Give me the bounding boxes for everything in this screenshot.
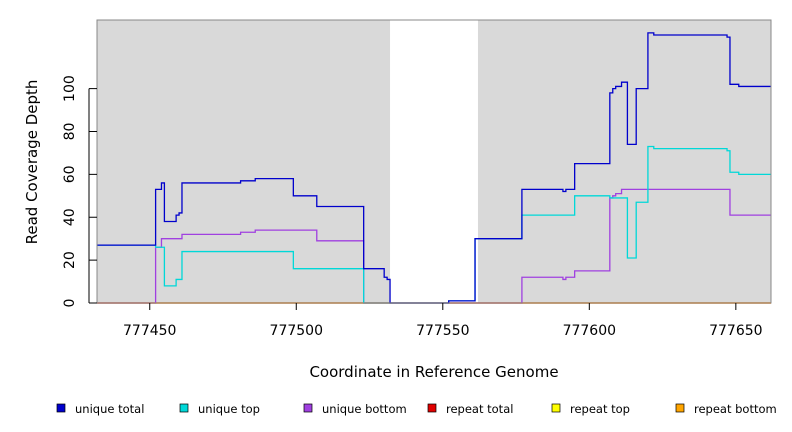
x-tick-label: 777500 (270, 323, 323, 339)
legend-swatch-unique-bottom (303, 403, 313, 413)
uncovered-region-highlight (390, 20, 478, 303)
legend-swatch-unique-total (56, 403, 66, 413)
legend-swatch-repeat-bottom (675, 403, 685, 413)
legend-label-unique-bottom: unique bottom (322, 402, 407, 416)
y-tick-label: 40 (62, 208, 78, 226)
plot-border (96, 19, 772, 304)
legend-label-unique-total: unique total (75, 402, 144, 416)
legend-swatch-repeat-top (551, 403, 561, 413)
x-tick-label: 777450 (123, 323, 176, 339)
legend-label-repeat-total: repeat total (446, 402, 513, 416)
legend: unique total unique top unique bottom repea… (56, 402, 777, 416)
x-axis-title: Coordinate in Reference Genome (309, 363, 558, 381)
legend-swatch-unique-top (179, 403, 189, 413)
y-tick-label: 100 (62, 75, 78, 102)
x-tick-label: 777600 (563, 323, 616, 339)
legend-label-repeat-top: repeat top (570, 402, 630, 416)
series-line-unique-total (97, 32, 771, 304)
y-tick-label: 80 (62, 123, 78, 141)
y-axis-title: Read Coverage Depth (23, 80, 41, 245)
x-tick-label: 777550 (416, 323, 469, 339)
y-tick-label: 20 (62, 251, 78, 269)
y-tick-label: 0 (62, 299, 78, 308)
x-axis: 777450 777500 777550 777600 777650 (123, 303, 763, 339)
legend-swatch-repeat-total (427, 403, 437, 413)
series-line-unique-bottom (97, 188, 771, 304)
y-tick-label: 60 (62, 165, 78, 183)
x-tick-label: 777650 (709, 323, 762, 339)
legend-label-repeat-bottom: repeat bottom (694, 402, 777, 416)
legend-label-unique-top: unique top (198, 402, 260, 416)
y-axis: 0 20 40 60 80 100 (62, 75, 97, 307)
series-line-unique-top (97, 145, 771, 304)
